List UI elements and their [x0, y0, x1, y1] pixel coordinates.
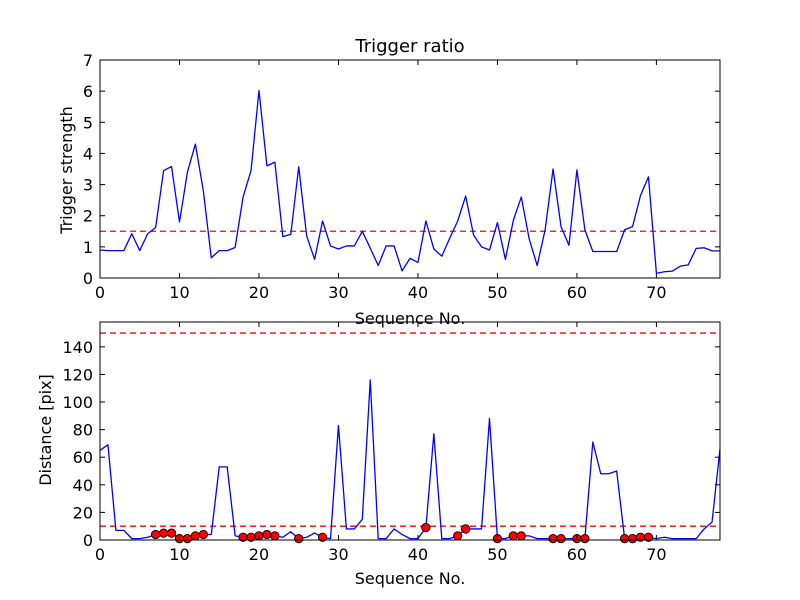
data-point-marker	[182, 533, 193, 544]
y-tick-label: 60	[73, 448, 93, 467]
data-point-marker	[580, 533, 590, 544]
data-point-marker	[150, 529, 161, 540]
data-point-marker	[548, 533, 558, 544]
x-tick-label: 70	[646, 545, 666, 564]
data-point-marker	[198, 529, 208, 540]
y-tick-label: 6	[83, 82, 93, 101]
data-point-marker	[508, 531, 518, 541]
distance-plot-area: 0 10 20 30 40 50 60 70 0 20 40 60 80 100 120 140	[62, 321, 721, 564]
x-tick-label: 70	[646, 283, 666, 302]
data-point-marker	[453, 531, 463, 541]
y-tick-label: 120	[62, 365, 93, 384]
data-point-marker	[190, 531, 201, 541]
trigger-ratio-chart: Trigger ratio Trigger strength Sequence …	[57, 36, 721, 328]
data-point-marker	[421, 522, 431, 533]
plot-frame	[99, 59, 721, 279]
data-point-marker	[294, 533, 304, 544]
x-tick-label: 20	[249, 283, 269, 302]
y-tick-label: 2	[83, 207, 93, 226]
x-tick-label: 40	[408, 545, 428, 564]
y-tick-label: 3	[83, 176, 93, 195]
y-tick-label: 4	[83, 144, 93, 163]
plot-frame	[99, 321, 721, 541]
series-line	[99, 89, 720, 274]
data-point-marker	[627, 533, 638, 544]
x-tick-label: 0	[95, 283, 105, 302]
data-point-marker	[270, 531, 280, 541]
data-point-marker	[460, 524, 471, 534]
x-tick-label: 0	[95, 545, 105, 564]
x-axis-label: Sequence No.	[355, 309, 466, 328]
chart-title: Trigger ratio	[354, 36, 464, 57]
x-tick-label: 10	[169, 283, 189, 302]
x-tick-label: 30	[328, 545, 348, 564]
y-axis-label: Trigger strength	[57, 106, 76, 235]
x-tick-label: 60	[567, 283, 587, 302]
y-axis-label: Distance [pix]	[36, 374, 55, 486]
data-point-marker	[619, 533, 630, 544]
y-tick-label: 5	[83, 113, 93, 132]
y-tick-label: 0	[83, 269, 93, 288]
y-tick-label: 1	[83, 238, 93, 257]
y-tick-label: 80	[73, 421, 93, 440]
data-point-marker	[262, 529, 272, 540]
y-tick-label: 0	[83, 531, 93, 550]
x-axis-label: Sequence No.	[355, 569, 466, 588]
data-point-marker	[158, 528, 169, 538]
x-tick-label: 10	[169, 545, 189, 564]
x-tick-label: 20	[249, 545, 269, 564]
y-tick-label: 7	[83, 51, 93, 70]
data-point-marker	[516, 531, 526, 541]
data-point-marker	[166, 528, 177, 538]
y-tick-label: 140	[62, 338, 93, 357]
data-point-marker	[556, 533, 566, 544]
data-point-marker	[643, 532, 654, 542]
trigger-plot-area: 0 10 20 30 40 50 60 70 0 1 2 3 4 5 6 7	[83, 51, 721, 302]
distance-chart: Distance [pix] Sequence No. 0 10 20 30 40 50 6…	[36, 321, 721, 588]
x-tick-label: 60	[567, 545, 587, 564]
x-tick-label: 30	[328, 283, 348, 302]
data-point-marker	[317, 532, 328, 542]
x-tick-label: 50	[487, 283, 507, 302]
x-tick-label: 50	[487, 545, 507, 564]
x-tick-label: 40	[408, 283, 428, 302]
y-tick-label: 20	[73, 503, 93, 522]
y-tick-label: 40	[73, 476, 93, 495]
y-tick-label: 100	[62, 393, 93, 412]
